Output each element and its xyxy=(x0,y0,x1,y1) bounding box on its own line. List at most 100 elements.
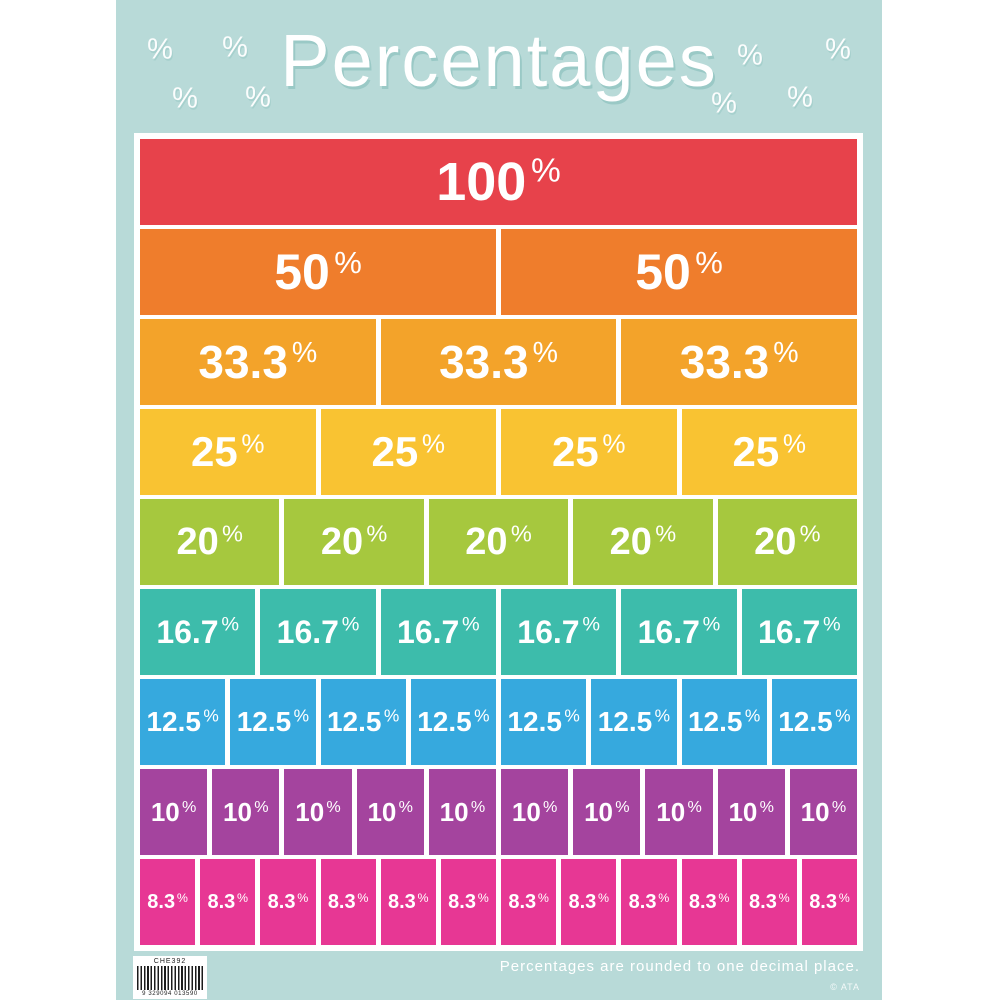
percent-decoration-icon: % xyxy=(172,82,198,115)
poster-title: Percentages xyxy=(280,19,718,102)
percentage-segment: 20% xyxy=(573,499,713,585)
percent-decoration-icon: % xyxy=(737,39,763,72)
segment-label: 20 xyxy=(609,521,652,563)
percentage-segment: 8.3% xyxy=(561,859,617,945)
percent-decoration-icon: % xyxy=(787,81,813,114)
segment-label: 16.7 xyxy=(276,614,339,650)
percentage-segment: 10% xyxy=(789,769,858,855)
percentage-segment: 10% xyxy=(284,769,352,855)
barcode-digits: 9 329094 013590 xyxy=(142,991,198,997)
percentage-segment: 10% xyxy=(645,769,713,855)
percentage-segment: 8.3% xyxy=(681,859,737,945)
percent-sign: % xyxy=(297,890,309,905)
segment-label: 25 xyxy=(371,428,419,475)
segment-label: 8.3 xyxy=(809,891,837,913)
percent-decoration-icon: % xyxy=(222,31,248,64)
segment-label: 12.5 xyxy=(597,706,653,737)
percentage-row: 33.3% 33.3% 33.3% xyxy=(140,319,858,405)
segment-label: 16.7 xyxy=(156,614,219,650)
percentage-segment: 33.3% xyxy=(140,319,376,405)
percentage-segment: 10% xyxy=(573,769,641,855)
percent-sign: % xyxy=(398,797,413,816)
percent-decoration-icon: % xyxy=(245,81,271,114)
percentage-segment: 12.5% xyxy=(230,679,316,765)
segment-label: 12.5 xyxy=(417,706,472,737)
percent-sign: % xyxy=(823,613,841,636)
percentage-segment: 8.3% xyxy=(801,859,858,945)
percentage-row: 12.5% 12.5% 12.5% 12.5% 12.5% 12.5% 12.5% 12.5% xyxy=(140,679,857,765)
segment-label: 8.3 xyxy=(688,891,717,913)
percentage-segment: 33.3% xyxy=(621,319,858,405)
percent-sign: % xyxy=(357,890,369,905)
percentage-segment: 100% xyxy=(140,139,857,225)
percentage-segment: 12.5% xyxy=(771,679,857,765)
segment-label: 33.3 xyxy=(198,336,288,388)
percentage-chart: 100% 50% 50% 33.3% 33.3% 33.3% 25% 25% 25% 25% 20%… xyxy=(134,133,863,951)
segment-label: 16.7 xyxy=(396,614,460,650)
percentage-segment: 8.3% xyxy=(741,859,797,945)
segment-label: 50 xyxy=(274,244,330,300)
percent-sign: % xyxy=(744,705,761,726)
percent-sign: % xyxy=(421,428,445,459)
segment-label: 12.5 xyxy=(146,706,201,737)
percent-sign: % xyxy=(470,797,486,816)
percentage-segment: 12.5% xyxy=(591,679,677,765)
segment-label: 10 xyxy=(511,797,541,827)
percentage-segment: 16.7% xyxy=(741,589,857,675)
percentage-segment: 12.5% xyxy=(320,679,406,765)
segment-label: 8.3 xyxy=(448,891,476,913)
percentage-row: 8.3% 8.3% 8.3% 8.3% 8.3% 8.3% 8.3% 8.3% 8.3% 8.3%… xyxy=(140,859,858,945)
percentage-segment: 8.3% xyxy=(260,859,316,945)
percentage-segment: 50% xyxy=(501,229,857,315)
segment-label: 10 xyxy=(150,797,180,827)
percent-sign: % xyxy=(474,705,490,726)
percentage-segment: 20% xyxy=(284,499,424,585)
segment-label: 12.5 xyxy=(778,706,833,737)
segment-label: 8.3 xyxy=(147,891,176,913)
percentage-row: 25% 25% 25% 25% xyxy=(140,409,857,495)
segment-label: 8.3 xyxy=(568,891,597,913)
percent-sign: % xyxy=(221,613,239,636)
segment-label: 8.3 xyxy=(628,891,657,913)
percent-decoration-icon: % xyxy=(825,33,851,66)
percent-sign: % xyxy=(237,890,249,905)
percent-sign: % xyxy=(182,797,197,816)
segment-label: 25 xyxy=(732,428,780,475)
percent-sign: % xyxy=(838,890,850,905)
percent-sign: % xyxy=(537,890,549,905)
segment-label: 10 xyxy=(439,797,469,827)
percent-sign: % xyxy=(241,428,265,459)
percent-sign: % xyxy=(383,705,400,726)
percentage-segment: 8.3% xyxy=(140,859,196,945)
segment-label: 8.3 xyxy=(267,891,296,913)
segment-label: 33.3 xyxy=(679,336,770,388)
percentage-segment: 12.5% xyxy=(410,679,496,765)
percentage-segment: 10% xyxy=(356,769,424,855)
segment-label: 10 xyxy=(800,797,830,827)
percent-sign: % xyxy=(532,336,558,369)
percentage-segment: 12.5% xyxy=(501,679,587,765)
segment-label: 20 xyxy=(176,521,219,563)
percentage-segment: 16.7% xyxy=(260,589,376,675)
percent-sign: % xyxy=(654,705,671,726)
segment-label: 12.5 xyxy=(236,706,292,737)
percent-sign: % xyxy=(773,336,799,369)
percentage-segment: 33.3% xyxy=(380,319,617,405)
percentage-segment: 12.5% xyxy=(140,679,226,765)
barcode-bars-icon xyxy=(137,966,203,990)
segment-label: 25 xyxy=(190,428,238,475)
percent-sign: % xyxy=(291,336,318,369)
segment-label: 10 xyxy=(728,797,758,827)
segment-label: 33.3 xyxy=(439,336,529,388)
segment-label: 8.3 xyxy=(508,891,537,913)
segment-label: 12.5 xyxy=(326,706,382,737)
percentage-segment: 8.3% xyxy=(380,859,436,945)
percent-sign: % xyxy=(510,520,532,547)
percentage-segment: 12.5% xyxy=(681,679,767,765)
percentage-segment: 20% xyxy=(140,499,280,585)
percent-sign: % xyxy=(293,705,310,726)
percentage-segment: 16.7% xyxy=(380,589,496,675)
percentage-segment: 8.3% xyxy=(200,859,256,945)
percentage-segment: 8.3% xyxy=(320,859,376,945)
